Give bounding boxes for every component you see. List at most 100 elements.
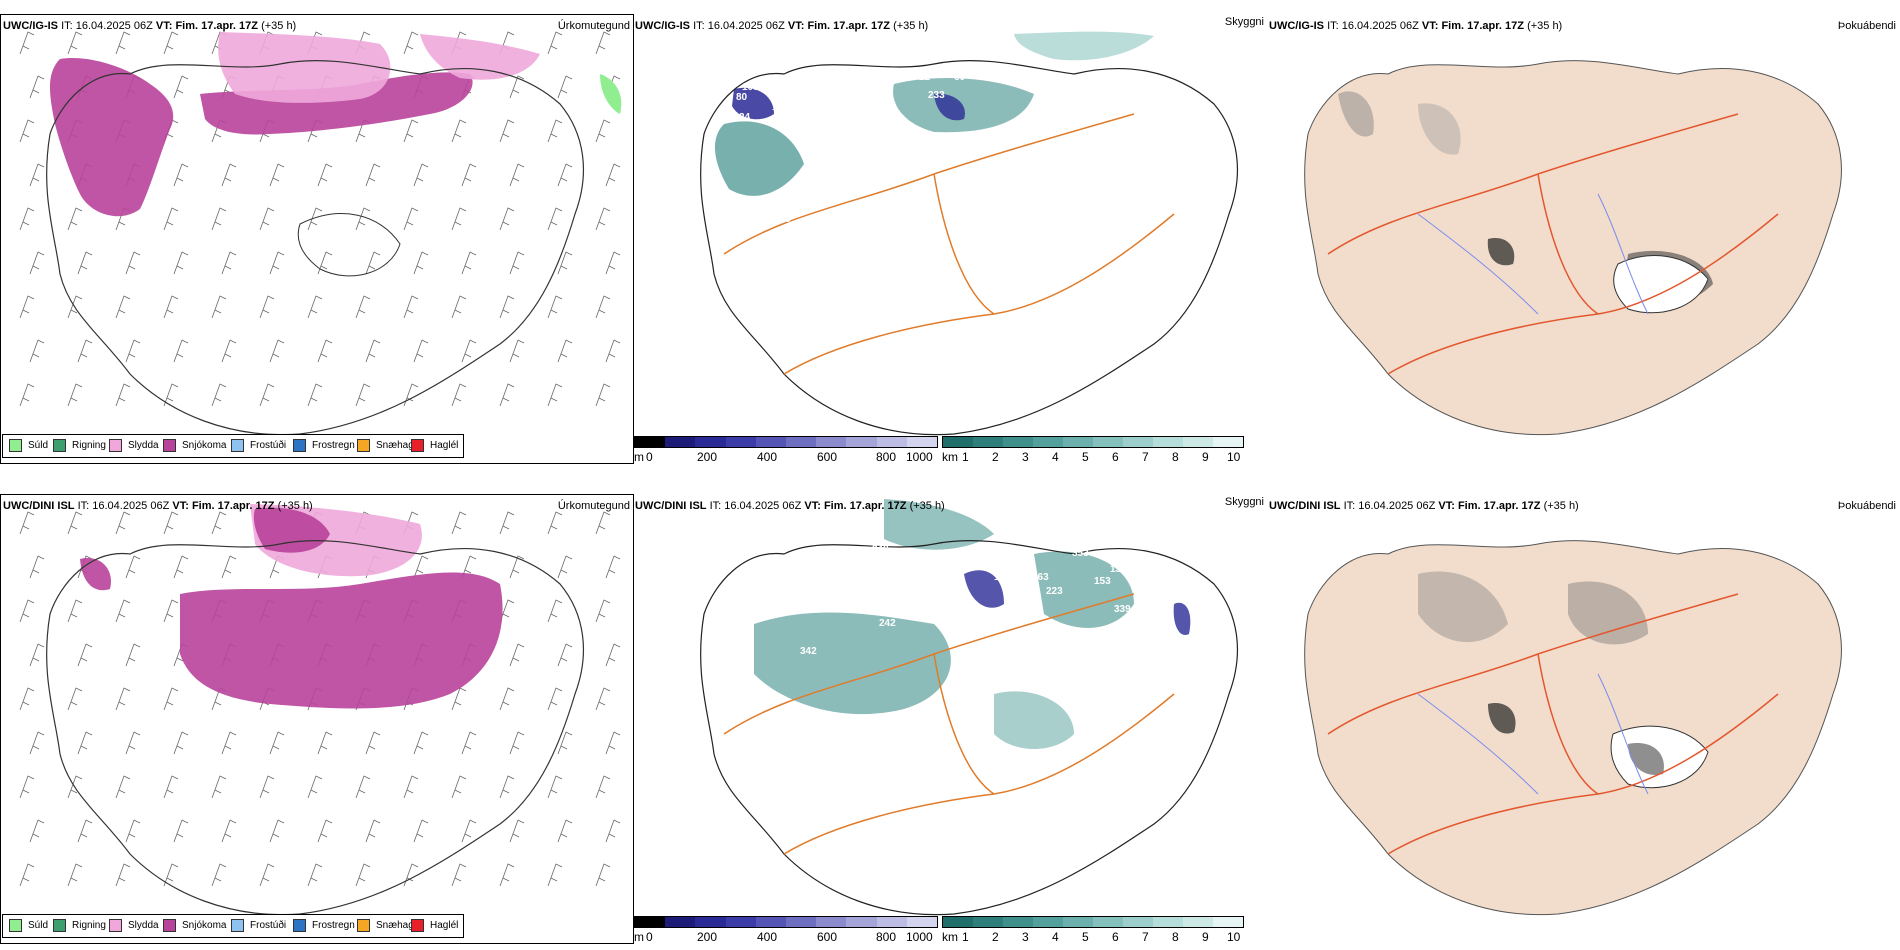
legend-swatch (163, 439, 176, 452)
legend-swatch (357, 919, 370, 932)
wind-barb (211, 511, 227, 535)
row2-precip-panel: UWC/DINI ISL IT: 16.04.2025 06Z VT: Fim.… (0, 494, 634, 944)
fog-shading (1628, 743, 1664, 775)
wind-barb (413, 731, 429, 755)
wind-barb (595, 31, 611, 55)
cloudbase-label: 105 (742, 82, 759, 93)
wind-barb (317, 339, 333, 363)
cloudbase-label: 80 (736, 92, 748, 103)
wind-barb (355, 863, 371, 887)
visibility-tick: 9 (1202, 450, 1209, 464)
visibility-tick: 10 (1227, 450, 1241, 464)
iceland-outline (700, 60, 1238, 436)
row1-precip-panel: UWC/IG-IS IT: 16.04.2025 06Z VT: Fim. 17… (0, 14, 634, 464)
wind-barb (125, 819, 141, 843)
colorbar-bin (695, 917, 726, 927)
snow-area (50, 58, 174, 217)
sleet-area (420, 34, 540, 80)
wind-barb (259, 775, 275, 799)
wind-barb (365, 251, 381, 275)
colorbar-bin (973, 917, 1003, 927)
legend-item: Slydda (109, 439, 159, 452)
wind-barb (461, 163, 477, 187)
wind-barb (221, 819, 237, 843)
wind-barb (29, 251, 45, 275)
wind-barb (365, 819, 381, 843)
lowcloud-area (732, 87, 774, 120)
wind-barb (163, 775, 179, 799)
cloudbase-label: 41 (954, 676, 966, 687)
wind-barb (115, 511, 131, 535)
wind-barb (77, 251, 93, 275)
cloudbase-label: 242 (879, 618, 896, 629)
iceland-outline (46, 60, 584, 436)
colorbar-bin (973, 437, 1003, 447)
legend-item: Snjókoma (163, 439, 226, 452)
wind-barb (67, 687, 83, 711)
wind-barb (499, 119, 515, 143)
cloudbase-tick: 200 (697, 450, 718, 464)
wind-barb (509, 555, 525, 579)
wind-barb (509, 731, 525, 755)
fog-area (1034, 551, 1134, 628)
wind-barb (605, 819, 621, 843)
iceland-outline (46, 540, 584, 916)
iceland-landmass (1304, 540, 1842, 916)
colorbar-bin (1183, 917, 1213, 927)
visibility-tick: 10 (1227, 930, 1241, 944)
cloudbase-label: 26 (894, 114, 906, 125)
wind-barb (163, 599, 179, 623)
wind-barb (605, 251, 621, 275)
drizzle-area (600, 74, 622, 114)
wind-barb (19, 295, 35, 319)
road-network (1327, 593, 1779, 855)
precip-frame (0, 14, 634, 464)
colorbar-bin (1213, 437, 1243, 447)
wind-barb (451, 207, 467, 231)
wind-barb (163, 207, 179, 231)
wind-barb (269, 251, 285, 275)
cloudbase-colorbar (634, 436, 938, 448)
colorbar-bin (695, 437, 726, 447)
wind-barb (403, 207, 419, 231)
wind-barb (499, 207, 515, 231)
snow-area (180, 572, 503, 709)
legend-item: Snæhagl (357, 439, 416, 452)
fog-shading (1338, 91, 1374, 137)
wind-barb (547, 511, 563, 535)
colorbar-bin (1213, 917, 1243, 927)
wind-barb (547, 295, 563, 319)
fog-area (994, 691, 1074, 749)
wind-barb (67, 207, 83, 231)
legend-item: Haglél (411, 919, 458, 932)
wind-barb (499, 863, 515, 887)
visibility-variable-name: Skyggni (1224, 496, 1264, 508)
cloudbase-label: 378 (879, 100, 896, 111)
colorbar-bin (1093, 437, 1123, 447)
colorbar-bin (1183, 437, 1213, 447)
fog-area (893, 78, 1034, 133)
wind-barb (365, 339, 381, 363)
wind-barb (307, 207, 323, 231)
wind-barb (499, 775, 515, 799)
cloudbase-tick: 800 (876, 450, 897, 464)
cloudbase-label: 143 (939, 554, 956, 565)
wind-barb (269, 163, 285, 187)
visibility-tick: 3 (1022, 930, 1029, 944)
visibility-tick: 2 (992, 930, 999, 944)
fog-area (1014, 31, 1154, 61)
road-network (723, 113, 1175, 375)
legend-swatch (231, 439, 244, 452)
cloudbase-label: 339 (1114, 604, 1131, 615)
legend-item: Snæhagl (357, 919, 416, 932)
wind-barb (67, 511, 83, 535)
wind-barb (557, 555, 573, 579)
visibility-variable-name: Skyggni (1224, 16, 1264, 28)
glacier-white (1613, 255, 1709, 314)
wind-barb (307, 295, 323, 319)
wind-barb (355, 775, 371, 799)
wind-barb (19, 687, 35, 711)
wind-barb (605, 555, 621, 579)
colorbar-bin (1003, 917, 1033, 927)
wind-barb (403, 119, 419, 143)
